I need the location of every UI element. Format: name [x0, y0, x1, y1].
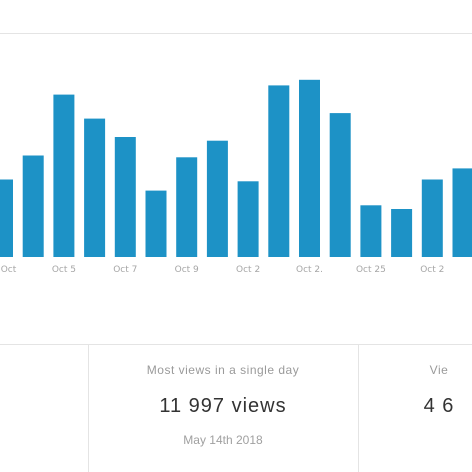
chart-bar[interactable]	[237, 181, 259, 257]
x-tick-label: Oct 2	[236, 265, 260, 275]
x-tick-label: Oct 2.	[296, 265, 323, 275]
chart-bar[interactable]	[452, 168, 472, 257]
chart-bar[interactable]	[114, 137, 136, 257]
chart-bar[interactable]	[299, 79, 320, 257]
x-tick-label: Oct 7	[113, 265, 137, 275]
stat-card-views: Vie 4 6	[359, 345, 472, 472]
chart-bar[interactable]	[206, 140, 228, 257]
best-day-date: May 14th 2018	[183, 433, 263, 447]
x-tick-label: Oct 5	[52, 265, 76, 275]
stat-card-left	[0, 345, 89, 472]
chart-bar[interactable]	[268, 85, 290, 258]
chart-bar[interactable]	[22, 155, 44, 258]
x-tick-label: Oct 25	[356, 265, 386, 275]
chart-bar[interactable]	[84, 118, 106, 257]
x-tick-label: Oct 2	[420, 265, 444, 275]
views-chart-svg: Oct Oct 5 Oct 7 Oct 9 Oct 2 Oct 2. Oct 25 Oct 2	[0, 79, 472, 275]
stats-summary-row: Most views in a single day 11 997 views …	[0, 344, 472, 472]
chart-bar[interactable]	[360, 205, 382, 257]
chart-bar[interactable]	[0, 179, 13, 258]
stat-card-best-day: Most views in a single day 11 997 views …	[88, 345, 359, 472]
views-value: 4 6	[423, 395, 455, 417]
views-bar-chart: Oct Oct 5 Oct 7 Oct 9 Oct 2 Oct 2. Oct 25 Oct 2	[0, 33, 472, 291]
x-tick-label: Oct 9	[175, 265, 199, 275]
chart-bar[interactable]	[421, 179, 443, 258]
chart-bar[interactable]	[329, 113, 351, 257]
chart-bar[interactable]	[145, 190, 167, 257]
best-day-label: Most views in a single day	[146, 363, 300, 377]
views-label: Vie	[429, 363, 449, 377]
chart-bar[interactable]	[53, 94, 75, 257]
x-tick-label: Oct	[1, 265, 17, 275]
best-day-value: 11 997 views	[159, 395, 287, 417]
chart-bar[interactable]	[391, 209, 413, 257]
chart-bar[interactable]	[176, 157, 198, 257]
